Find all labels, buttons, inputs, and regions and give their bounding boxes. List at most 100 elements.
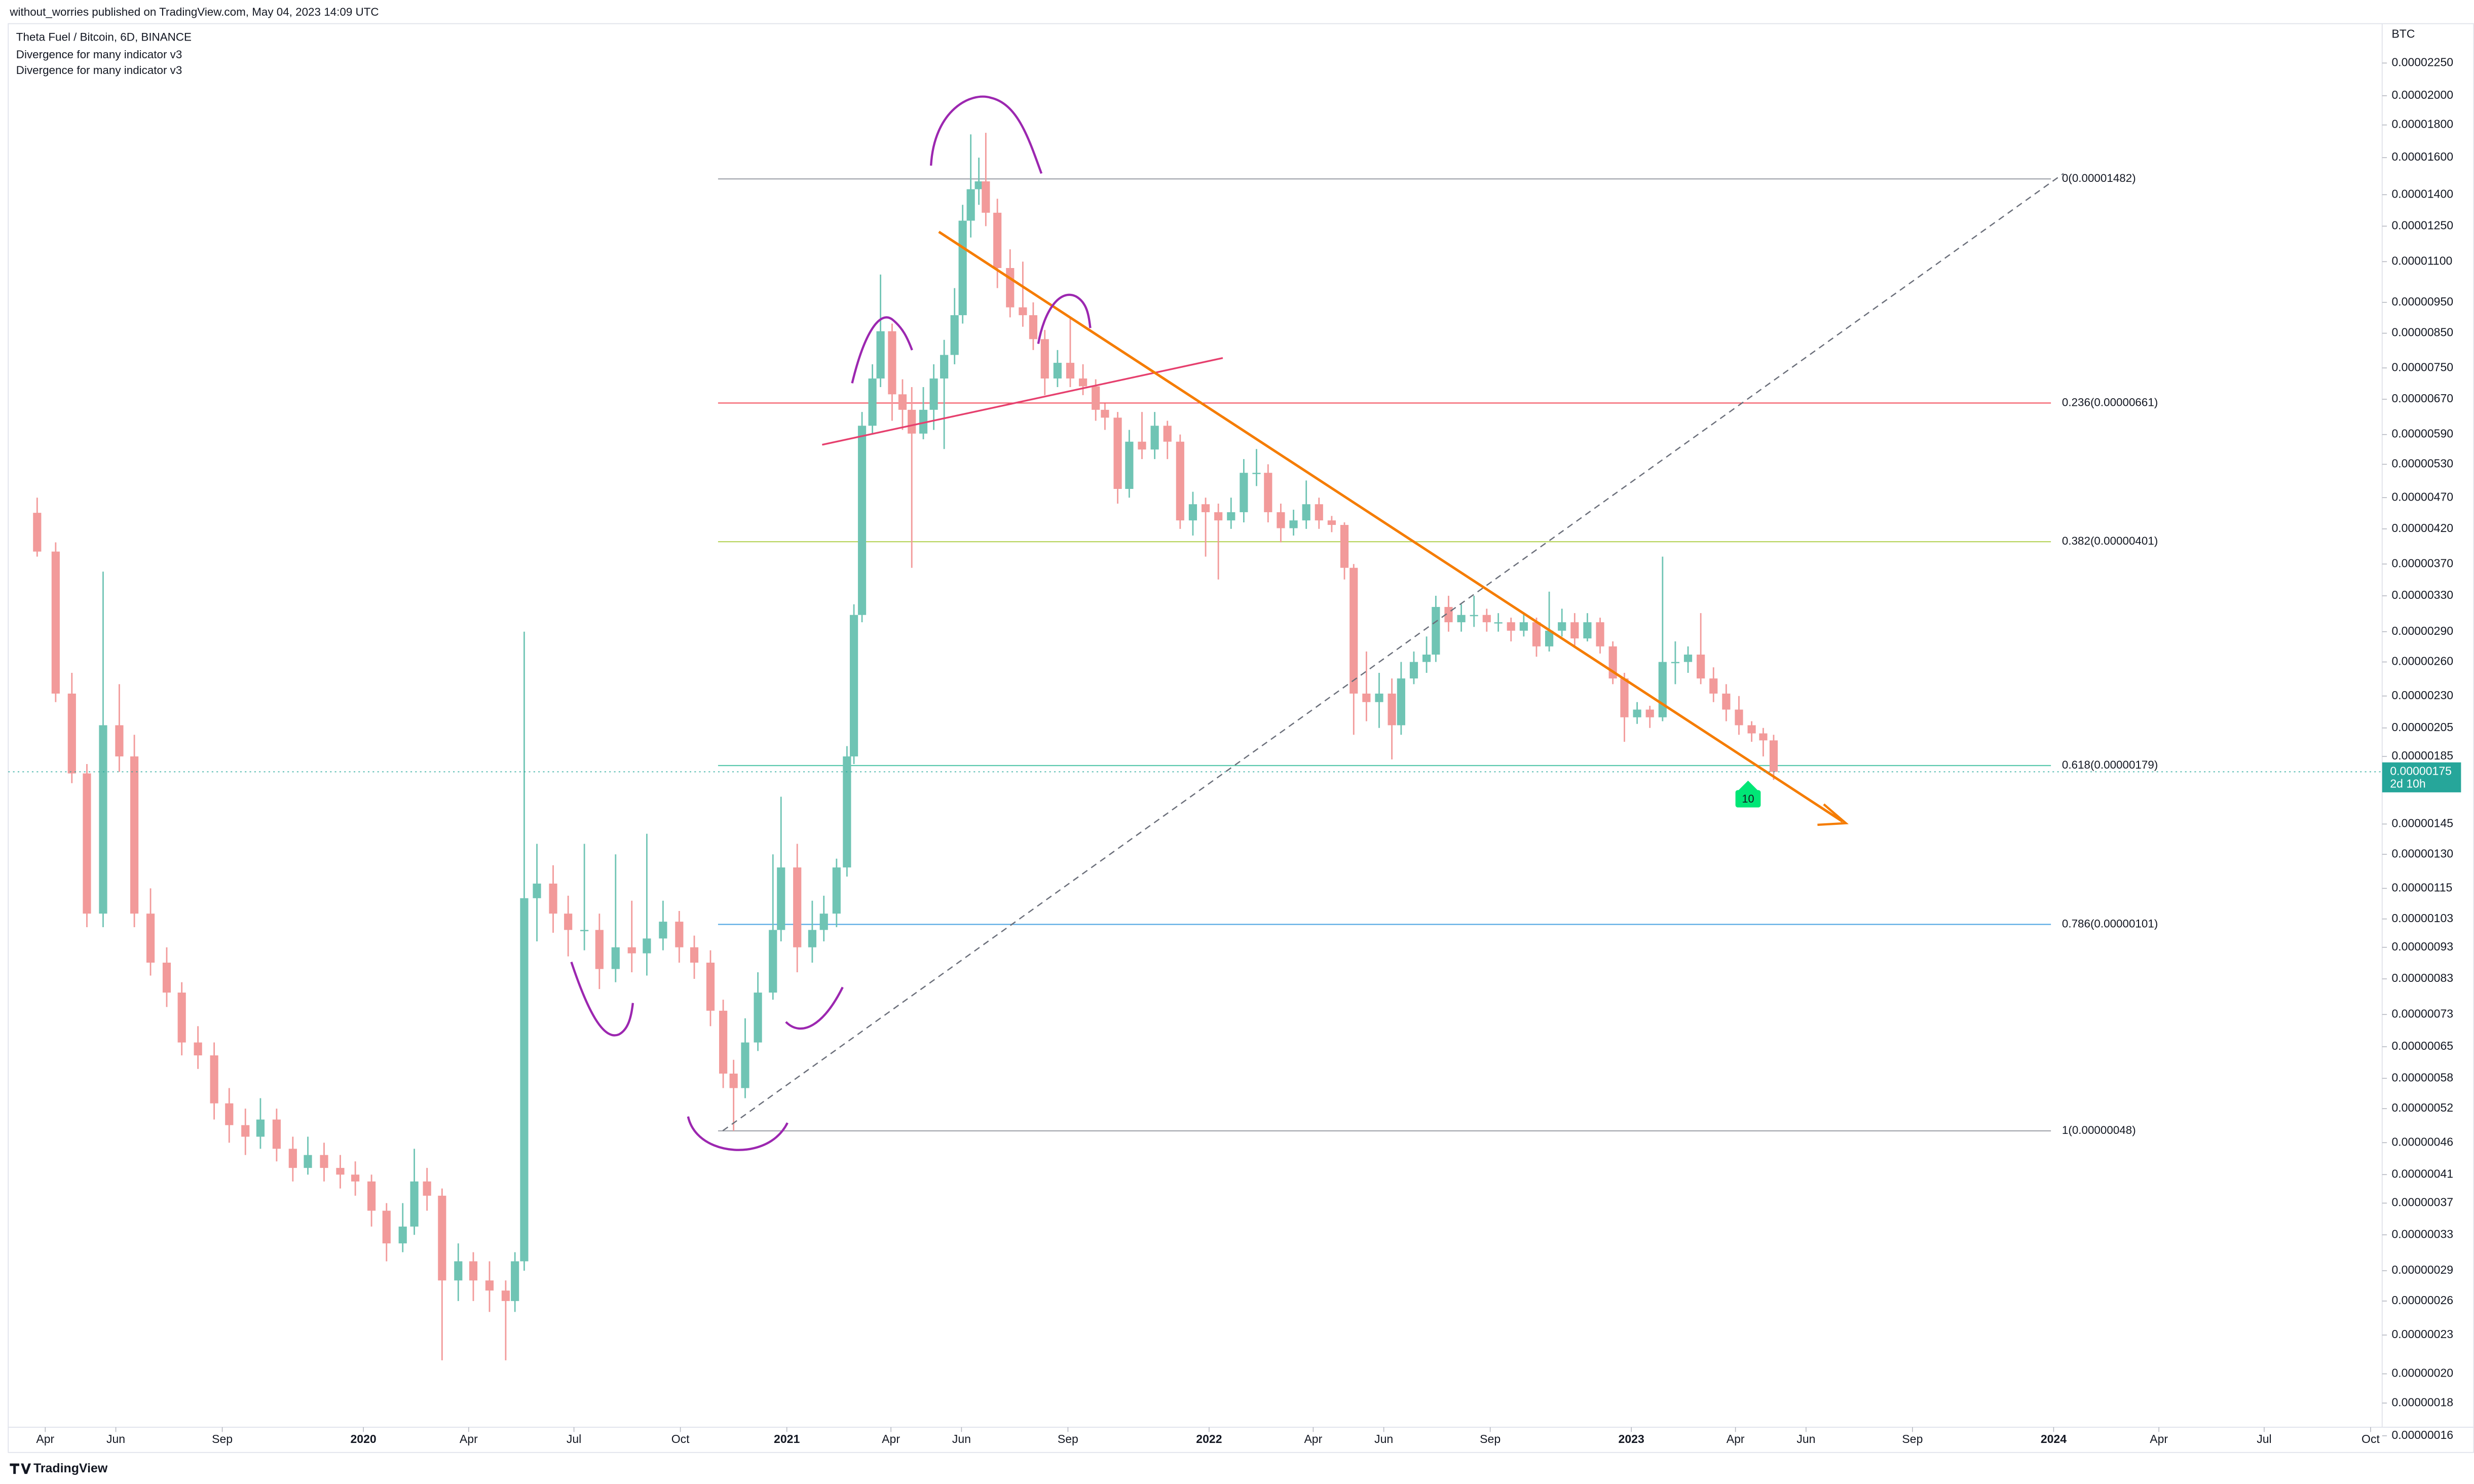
candle-body xyxy=(929,378,938,410)
candle-body xyxy=(438,1195,446,1281)
candle-body xyxy=(580,930,589,931)
candle-body xyxy=(1683,654,1693,662)
arrow-head xyxy=(1817,803,1849,826)
orange-trend-line xyxy=(938,231,1844,823)
y-tick-label: 0.00002250 xyxy=(2391,55,2453,68)
candle-body xyxy=(225,1103,234,1125)
candle-body xyxy=(351,1174,360,1182)
y-tick-label: 0.00000290 xyxy=(2391,624,2453,637)
fib-level-label: 0.236(0.00000661) xyxy=(2062,396,2158,408)
candle-body xyxy=(83,773,91,914)
candle-body xyxy=(908,409,916,434)
candle-body xyxy=(1532,622,1541,646)
y-tick-label: 0.00000530 xyxy=(2391,456,2453,470)
y-tick-label: 0.00001800 xyxy=(2391,118,2453,131)
candle-body xyxy=(982,181,990,213)
candle-body xyxy=(919,409,928,434)
y-tick-label: 0.00000103 xyxy=(2391,911,2453,925)
indicator-label: Divergence for many indicator v3 xyxy=(16,48,182,61)
x-tick-label: Sep xyxy=(1058,1432,1078,1445)
currency-unit: BTC xyxy=(2391,27,2415,41)
symbol-title: Theta Fuel / Bitcoin, 6D, BINANCE xyxy=(16,31,192,44)
candle-body xyxy=(99,725,107,914)
y-tick-label: 0.00001100 xyxy=(2391,254,2452,267)
x-tick-label: Jun xyxy=(106,1432,125,1445)
candle-body xyxy=(210,1055,218,1104)
candle-body xyxy=(611,947,620,969)
candle-body xyxy=(1040,339,1049,379)
candle-body xyxy=(256,1119,265,1137)
candle-body xyxy=(1053,363,1062,379)
candle-body xyxy=(1302,504,1310,521)
candle-body xyxy=(1769,740,1778,772)
x-tick-label: Apr xyxy=(1304,1432,1322,1445)
last-price-label: 0.00000175 xyxy=(2390,764,2452,777)
candle-body xyxy=(177,993,186,1043)
y-tick-label: 0.00000850 xyxy=(2391,326,2453,339)
candle-body xyxy=(367,1181,376,1211)
x-tick-label: Apr xyxy=(1727,1432,1745,1445)
candle-body xyxy=(454,1261,463,1281)
candle-body xyxy=(1658,662,1667,717)
candle-body xyxy=(241,1125,250,1137)
candle-body xyxy=(1125,441,1134,489)
x-tick-label: Sep xyxy=(212,1432,233,1445)
y-tick-label: 0.00000023 xyxy=(2391,1327,2453,1341)
y-tick-label: 0.00000033 xyxy=(2391,1227,2453,1240)
y-tick-label: 0.00000018 xyxy=(2391,1395,2453,1409)
candle-body xyxy=(754,993,762,1043)
fib-level-label: 0.786(0.00000101) xyxy=(2062,917,2158,930)
x-tick-label: Jun xyxy=(952,1432,971,1445)
candle-body xyxy=(950,315,959,355)
candle-body xyxy=(533,883,541,898)
candle-body xyxy=(272,1119,281,1149)
candle-body xyxy=(888,331,896,395)
candle-body xyxy=(1362,693,1371,702)
y-tick-label: 0.00000093 xyxy=(2391,940,2453,953)
candle-body xyxy=(1006,268,1015,308)
candle-body xyxy=(1759,733,1768,741)
x-tick-label: 2024 xyxy=(2041,1432,2067,1445)
candle-body xyxy=(1375,693,1383,702)
candle-body xyxy=(1289,520,1298,528)
candle-body xyxy=(868,378,877,426)
candle-body xyxy=(51,551,60,694)
candle-body xyxy=(382,1210,391,1244)
candle-body xyxy=(1507,622,1515,631)
candle-body xyxy=(410,1181,419,1227)
x-tick-label: Apr xyxy=(882,1432,900,1445)
signal-pointer xyxy=(1737,780,1759,792)
candle-body xyxy=(336,1168,345,1175)
candle-body xyxy=(940,355,949,379)
candle-body xyxy=(857,426,867,615)
y-tick-label: 0.00000130 xyxy=(2391,847,2453,860)
candle-body xyxy=(1620,678,1629,717)
candle-body xyxy=(33,513,42,552)
candle-body xyxy=(974,181,983,189)
x-tick-label: 2022 xyxy=(1196,1432,1222,1445)
y-tick-label: 0.00001600 xyxy=(2391,150,2453,163)
candle-body xyxy=(1340,525,1349,568)
candle-body xyxy=(1596,622,1604,646)
candle-body xyxy=(719,1010,728,1074)
candle-body xyxy=(485,1280,494,1291)
x-tick-label: 2023 xyxy=(1619,1432,1644,1445)
arc xyxy=(687,1116,789,1151)
y-tick-label: 0.00000083 xyxy=(2391,971,2453,984)
candle-body xyxy=(1163,426,1172,442)
candle-body xyxy=(769,930,777,993)
candle-body xyxy=(966,189,975,221)
candle-body xyxy=(1264,473,1272,512)
candle-body xyxy=(777,867,785,930)
candle-body xyxy=(843,756,851,868)
candle-body xyxy=(1432,606,1440,655)
candle-body xyxy=(1277,512,1285,528)
y-tick-label: 0.00000046 xyxy=(2391,1135,2453,1148)
y-tick-label: 0.00000370 xyxy=(2391,556,2453,569)
candle-body xyxy=(520,898,529,1262)
candle-body xyxy=(67,693,76,774)
y-tick-label: 0.00000016 xyxy=(2391,1428,2453,1441)
candle-body xyxy=(1101,409,1109,418)
candle-body xyxy=(146,914,155,963)
